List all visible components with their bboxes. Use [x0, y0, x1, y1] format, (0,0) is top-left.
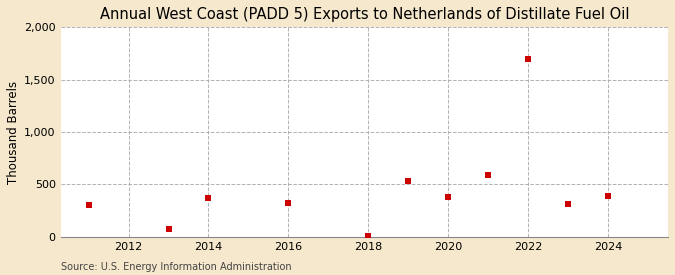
Point	[83, 203, 94, 207]
Point	[522, 56, 533, 61]
Title: Annual West Coast (PADD 5) Exports to Netherlands of Distillate Fuel Oil: Annual West Coast (PADD 5) Exports to Ne…	[100, 7, 629, 22]
Point	[563, 202, 574, 207]
Point	[403, 179, 414, 183]
Point	[363, 234, 374, 238]
Point	[203, 196, 214, 200]
Point	[483, 173, 493, 177]
Point	[163, 227, 174, 232]
Y-axis label: Thousand Barrels: Thousand Barrels	[7, 80, 20, 183]
Point	[603, 194, 614, 198]
Point	[443, 195, 454, 199]
Point	[283, 201, 294, 205]
Text: Source: U.S. Energy Information Administration: Source: U.S. Energy Information Administ…	[61, 262, 292, 272]
